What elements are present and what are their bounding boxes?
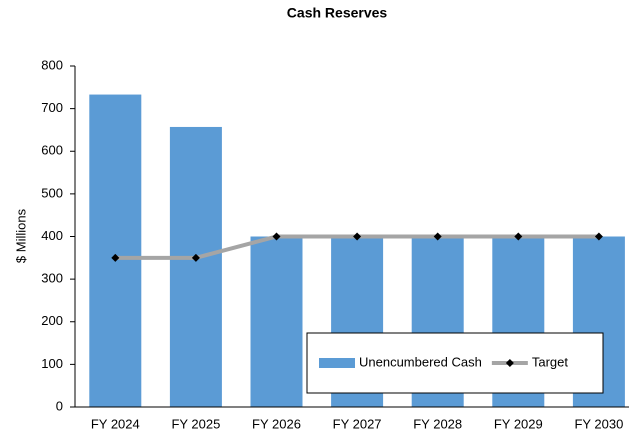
x-tick-label: FY 2026 (252, 416, 301, 431)
y-tick-label: 100 (41, 356, 63, 371)
y-tick-label: 500 (41, 185, 63, 200)
x-tick-label: FY 2024 (91, 416, 140, 431)
legend-marker (505, 359, 514, 367)
y-tick-label: 400 (41, 228, 63, 243)
x-tick-label: FY 2027 (333, 416, 382, 431)
line-marker (272, 232, 281, 241)
y-tick-label: 0 (56, 398, 63, 413)
line-marker (353, 232, 362, 241)
line-marker (111, 253, 120, 262)
y-tick-label: 800 (41, 57, 63, 72)
bar (169, 126, 222, 408)
legend: Unencumbered Cash Target (306, 332, 604, 394)
line-marker (514, 232, 523, 241)
chart-title: Cash Reserves (287, 5, 388, 21)
y-tick-label: 600 (41, 143, 63, 158)
x-tick-label: FY 2030 (574, 416, 623, 431)
y-tick-label: 700 (41, 100, 63, 115)
legend-label: Target (532, 354, 569, 369)
line-marker (433, 232, 442, 241)
bar (89, 94, 142, 407)
legend-box (306, 332, 604, 394)
x-tick-label: FY 2028 (413, 416, 462, 431)
y-tick-label: 200 (41, 313, 63, 328)
line-marker (191, 253, 200, 262)
y-axis-label: $ Millions (13, 208, 28, 263)
line-marker (594, 232, 603, 241)
x-tick-label: FY 2029 (494, 416, 543, 431)
bar (250, 236, 303, 407)
legend-label: Unencumbered Cash (359, 354, 482, 369)
y-tick-label: 300 (41, 271, 63, 286)
legend-swatch (319, 358, 355, 368)
x-tick-label: FY 2025 (171, 416, 220, 431)
